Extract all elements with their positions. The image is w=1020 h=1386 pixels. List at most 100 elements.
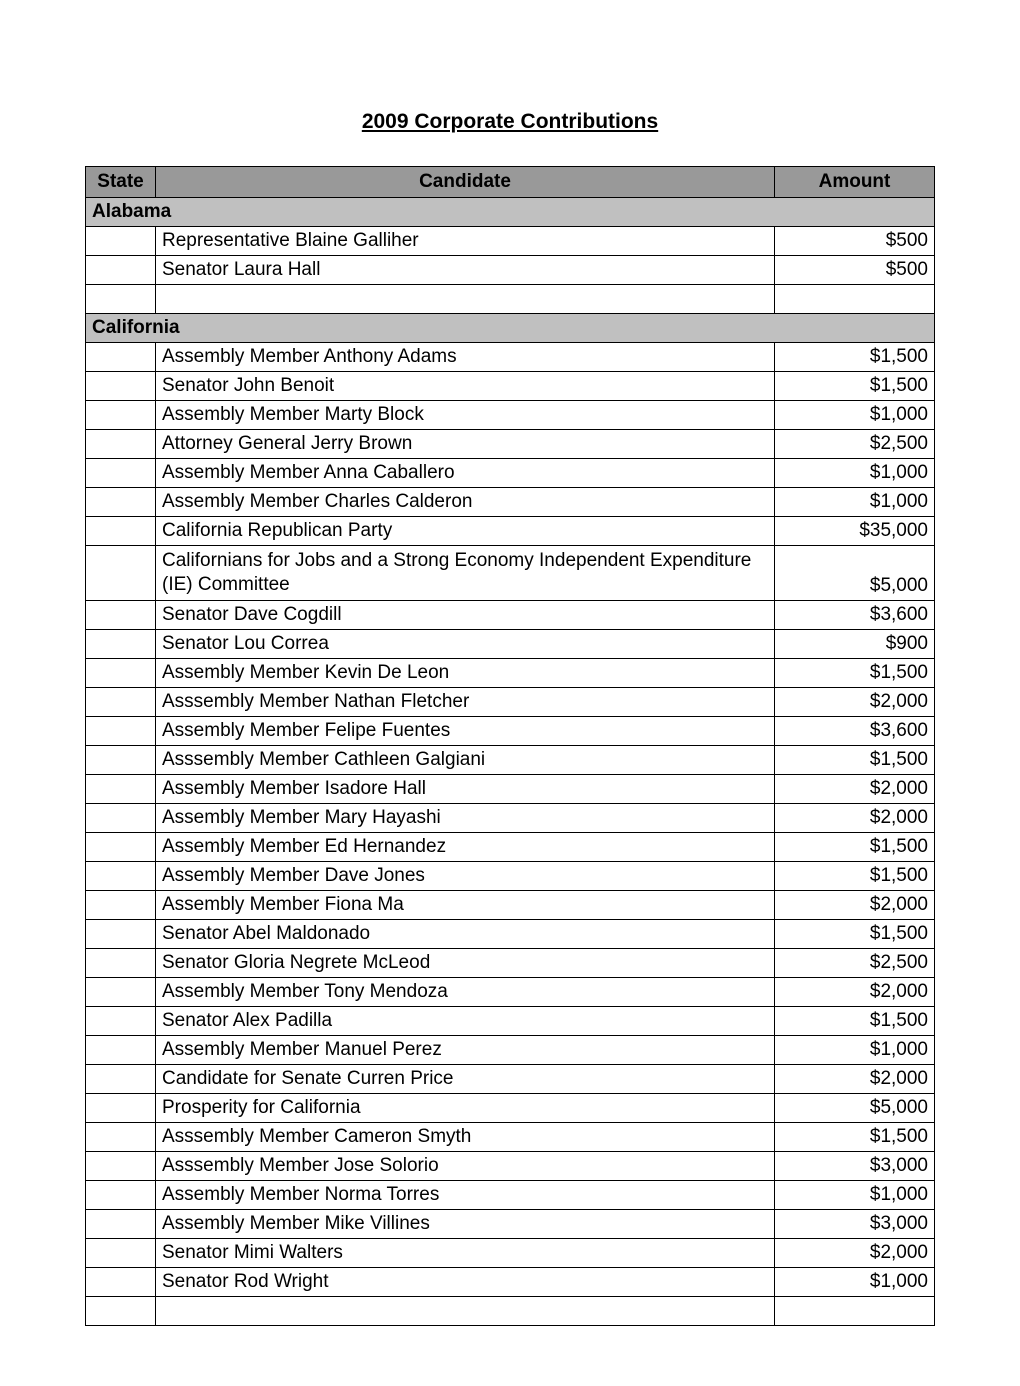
empty-cell bbox=[775, 285, 935, 314]
state-cell bbox=[86, 890, 156, 919]
header-state: State bbox=[86, 167, 156, 198]
state-cell bbox=[86, 716, 156, 745]
state-cell bbox=[86, 803, 156, 832]
candidate-cell: Assembly Member Charles Calderon bbox=[156, 488, 775, 517]
table-row: Assembly Member Tony Mendoza$2,000 bbox=[86, 977, 935, 1006]
contributions-table: State Candidate Amount AlabamaRepresenta… bbox=[85, 166, 935, 1326]
candidate-cell: Prosperity for California bbox=[156, 1093, 775, 1122]
amount-cell: $3,000 bbox=[775, 1151, 935, 1180]
state-cell bbox=[86, 1122, 156, 1151]
amount-cell: $5,000 bbox=[775, 1093, 935, 1122]
state-cell bbox=[86, 919, 156, 948]
table-row: Assembly Member Isadore Hall$2,000 bbox=[86, 774, 935, 803]
group-label: California bbox=[86, 314, 935, 343]
candidate-cell: Asssembly Member Cathleen Galgiani bbox=[156, 745, 775, 774]
amount-cell: $1,500 bbox=[775, 343, 935, 372]
candidate-cell: Californians for Jobs and a Strong Econo… bbox=[156, 546, 775, 601]
table-row: Assembly Member Ed Hernandez$1,500 bbox=[86, 832, 935, 861]
table-row: Assembly Member Norma Torres$1,000 bbox=[86, 1180, 935, 1209]
candidate-cell: Assembly Member Manuel Perez bbox=[156, 1035, 775, 1064]
amount-cell: $1,500 bbox=[775, 919, 935, 948]
empty-cell bbox=[775, 1296, 935, 1325]
candidate-cell: Asssembly Member Cameron Smyth bbox=[156, 1122, 775, 1151]
page-title: 2009 Corporate Contributions bbox=[85, 110, 935, 134]
state-cell bbox=[86, 948, 156, 977]
table-row: Asssembly Member Cameron Smyth$1,500 bbox=[86, 1122, 935, 1151]
candidate-cell: Assembly Member Mike Villines bbox=[156, 1209, 775, 1238]
state-cell bbox=[86, 256, 156, 285]
candidate-cell: Senator Abel Maldonado bbox=[156, 919, 775, 948]
amount-cell: $3,600 bbox=[775, 716, 935, 745]
state-cell bbox=[86, 1209, 156, 1238]
candidate-cell: Assembly Member Mary Hayashi bbox=[156, 803, 775, 832]
table-row: Candidate for Senate Curren Price$2,000 bbox=[86, 1064, 935, 1093]
candidate-cell: Senator Dave Cogdill bbox=[156, 600, 775, 629]
amount-cell: $2,000 bbox=[775, 890, 935, 919]
table-row: Senator Gloria Negrete McLeod$2,500 bbox=[86, 948, 935, 977]
amount-cell: $2,000 bbox=[775, 977, 935, 1006]
amount-cell: $1,500 bbox=[775, 745, 935, 774]
table-row: Assembly Member Anthony Adams$1,500 bbox=[86, 343, 935, 372]
state-cell bbox=[86, 517, 156, 546]
candidate-cell: Assembly Member Fiona Ma bbox=[156, 890, 775, 919]
table-row: Assembly Member Marty Block$1,000 bbox=[86, 401, 935, 430]
amount-cell: $35,000 bbox=[775, 517, 935, 546]
table-row: Senator Rod Wright$1,000 bbox=[86, 1267, 935, 1296]
state-cell bbox=[86, 774, 156, 803]
candidate-cell: Assembly Member Dave Jones bbox=[156, 861, 775, 890]
table-row: Senator Alex Padilla$1,500 bbox=[86, 1006, 935, 1035]
amount-cell: $1,000 bbox=[775, 401, 935, 430]
empty-cell bbox=[86, 1296, 156, 1325]
empty-cell bbox=[156, 1296, 775, 1325]
state-cell bbox=[86, 488, 156, 517]
amount-cell: $2,000 bbox=[775, 1064, 935, 1093]
amount-cell: $1,000 bbox=[775, 488, 935, 517]
group-label: Alabama bbox=[86, 198, 935, 227]
table-row: Representative Blaine Galliher$500 bbox=[86, 227, 935, 256]
page: 2009 Corporate Contributions State Candi… bbox=[0, 0, 1020, 1386]
amount-cell: $1,000 bbox=[775, 1035, 935, 1064]
candidate-cell: Assembly Member Felipe Fuentes bbox=[156, 716, 775, 745]
amount-cell: $5,000 bbox=[775, 546, 935, 601]
state-cell bbox=[86, 600, 156, 629]
table-row: Asssembly Member Jose Solorio$3,000 bbox=[86, 1151, 935, 1180]
candidate-cell: Asssembly Member Nathan Fletcher bbox=[156, 687, 775, 716]
state-cell bbox=[86, 1006, 156, 1035]
amount-cell: $3,000 bbox=[775, 1209, 935, 1238]
empty-cell bbox=[86, 285, 156, 314]
candidate-cell: Asssembly Member Jose Solorio bbox=[156, 1151, 775, 1180]
amount-cell: $2,000 bbox=[775, 1238, 935, 1267]
amount-cell: $1,500 bbox=[775, 372, 935, 401]
amount-cell: $1,500 bbox=[775, 1122, 935, 1151]
state-cell bbox=[86, 745, 156, 774]
candidate-cell: Assembly Member Kevin De Leon bbox=[156, 658, 775, 687]
candidate-cell: Senator Mimi Walters bbox=[156, 1238, 775, 1267]
table-row: Prosperity for California$5,000 bbox=[86, 1093, 935, 1122]
candidate-cell: Assembly Member Anthony Adams bbox=[156, 343, 775, 372]
table-row: Assembly Member Felipe Fuentes$3,600 bbox=[86, 716, 935, 745]
state-cell bbox=[86, 1151, 156, 1180]
table-row: Senator Laura Hall$500 bbox=[86, 256, 935, 285]
table-row: Senator Lou Correa$900 bbox=[86, 629, 935, 658]
amount-cell: $2,500 bbox=[775, 948, 935, 977]
table-row: Asssembly Member Nathan Fletcher$2,000 bbox=[86, 687, 935, 716]
table-row: Assembly Member Mary Hayashi$2,000 bbox=[86, 803, 935, 832]
table-row: Senator John Benoit$1,500 bbox=[86, 372, 935, 401]
table-row: Senator Dave Cogdill$3,600 bbox=[86, 600, 935, 629]
table-row: Attorney General Jerry Brown$2,500 bbox=[86, 430, 935, 459]
amount-cell: $900 bbox=[775, 629, 935, 658]
candidate-cell: Representative Blaine Galliher bbox=[156, 227, 775, 256]
amount-cell: $3,600 bbox=[775, 600, 935, 629]
amount-cell: $1,000 bbox=[775, 459, 935, 488]
state-cell bbox=[86, 977, 156, 1006]
candidate-cell: Candidate for Senate Curren Price bbox=[156, 1064, 775, 1093]
candidate-cell: Senator Lou Correa bbox=[156, 629, 775, 658]
state-cell bbox=[86, 430, 156, 459]
table-row: Assembly Member Charles Calderon$1,000 bbox=[86, 488, 935, 517]
state-cell bbox=[86, 629, 156, 658]
amount-cell: $1,500 bbox=[775, 832, 935, 861]
candidate-cell: California Republican Party bbox=[156, 517, 775, 546]
table-row: Assembly Member Dave Jones$1,500 bbox=[86, 861, 935, 890]
table-row: Assembly Member Manuel Perez$1,000 bbox=[86, 1035, 935, 1064]
table-row bbox=[86, 285, 935, 314]
